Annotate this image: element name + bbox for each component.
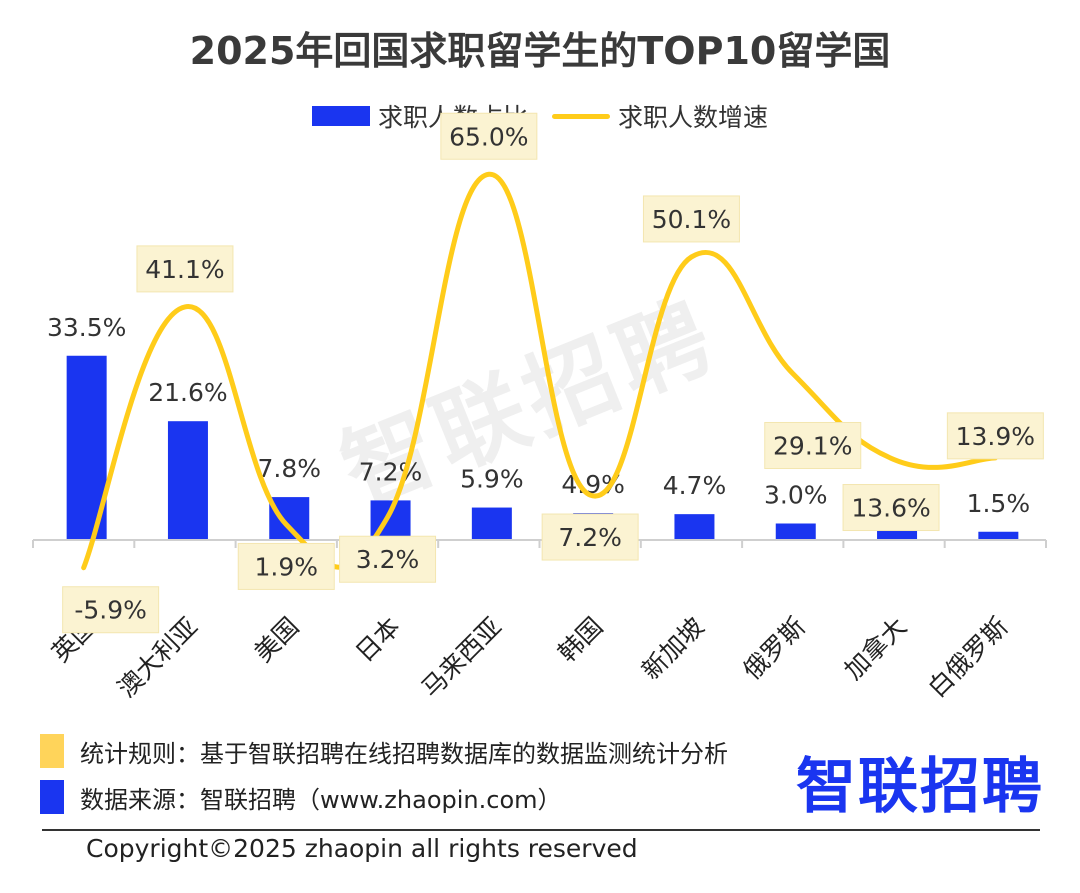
line-value-label: 1.9% (254, 552, 318, 581)
note-source-swatch (40, 780, 64, 814)
note-source: 数据来源：智联招聘（www.zhaopin.com） (40, 774, 728, 820)
line-label-box (440, 112, 538, 160)
bar-6 (674, 514, 715, 540)
bar-7 (775, 523, 816, 540)
category-label: 韩国 (553, 612, 609, 668)
line-label-box (541, 513, 639, 561)
bar-4 (471, 507, 512, 540)
line-value-label: -5.9% (74, 596, 147, 625)
category-label: 马来西亚 (416, 612, 507, 703)
line-label-box (62, 586, 160, 634)
line-label-box (764, 421, 862, 469)
legend-line-swatch (552, 113, 610, 119)
line-label-box (642, 195, 740, 243)
category-label: 加拿大 (839, 612, 913, 686)
line-value-label: 13.6% (851, 494, 930, 523)
category-label: 白俄罗斯 (922, 612, 1013, 703)
note-rule: 统计规则：基于智联招聘在线招聘数据库的数据监测统计分析 (40, 728, 728, 774)
footer-divider (42, 829, 1040, 831)
bar-8 (877, 529, 918, 540)
bar-value-label: 7.2% (359, 457, 423, 486)
line-value-label: 29.1% (773, 431, 852, 460)
legend-item-line: 求职人数增速 (552, 98, 768, 134)
bar-value-label: 5.9% (460, 465, 524, 494)
category-label: 美国 (249, 612, 305, 668)
combo-chart: 33.5%21.6%7.8%7.2%5.9%4.9%4.7%3.0%2.0%1.… (32, 112, 1047, 703)
bar-value-label: 7.8% (257, 454, 321, 483)
chart-title: 2025年回国求职留学生的TOP10留学国 (189, 29, 891, 73)
bar-value-label: 21.6% (148, 378, 227, 407)
line-value-label: 50.1% (652, 205, 731, 234)
line-label-box (946, 412, 1044, 460)
bar-value-label: 1.5% (967, 489, 1031, 518)
bar-value-label: 4.7% (663, 471, 727, 500)
category-label: 日本 (350, 612, 406, 668)
notes: 统计规则：基于智联招聘在线招聘数据库的数据监测统计分析 数据来源：智联招聘（ww… (40, 728, 728, 820)
growth-line (81, 171, 998, 571)
line-label-box (237, 542, 335, 590)
line-label-box (842, 484, 940, 532)
copyright: Copyright©2025 zhaopin all rights reserv… (86, 834, 638, 863)
bar-2 (269, 497, 310, 540)
line-label-box (136, 245, 234, 293)
bar-1 (167, 421, 208, 540)
line-value-label: 7.2% (558, 523, 622, 552)
category-label: 俄罗斯 (737, 612, 811, 686)
bar-value-label: 3.0% (764, 481, 828, 510)
note-rule-swatch (40, 734, 64, 768)
bar-value-label: 33.5% (47, 313, 126, 342)
line-value-label: 65.0% (449, 122, 528, 151)
note-rule-text: 统计规则：基于智联招聘在线招聘数据库的数据监测统计分析 (80, 739, 728, 768)
line-label-box (339, 535, 437, 583)
bar-9 (978, 531, 1019, 540)
legend-bar-swatch (311, 106, 370, 126)
line-value-label: 3.2% (356, 545, 420, 574)
line-value-label: 13.9% (956, 422, 1035, 451)
category-label: 新加坡 (636, 612, 710, 686)
legend-line-label: 求职人数增速 (618, 103, 769, 132)
line-value-label: 41.1% (145, 255, 224, 284)
zhaopin-logo: 智联招聘 (796, 752, 1044, 822)
note-source-text: 数据来源：智联招聘（www.zhaopin.com） (80, 785, 562, 814)
